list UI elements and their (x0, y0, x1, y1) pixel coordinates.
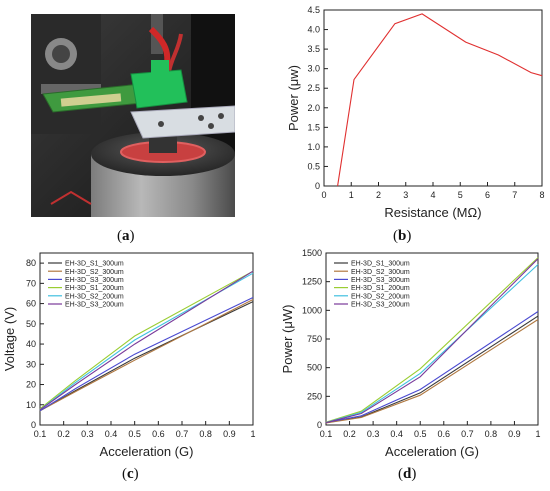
x-tick-label: 0.6 (438, 429, 451, 439)
y-tick-label: 10 (26, 400, 36, 410)
x-tick-label: 1 (250, 429, 255, 439)
x-tick-label: 0.9 (508, 429, 521, 439)
y-tick-label: 3.5 (307, 44, 320, 54)
x-tick-label: 7 (512, 190, 517, 200)
series-line-4 (39, 270, 254, 410)
plot-frame (323, 9, 543, 187)
y-tick-label: 4.0 (307, 25, 320, 35)
legend-entry: EH-3D_S3_300um (351, 277, 410, 284)
x-tick-label: 5 (458, 190, 463, 200)
x-axis-label: Resistance (MΩ) (384, 205, 481, 220)
legend: EH-3D_S1_300umEH-3D_S2_300umEH-3D_S3_300… (334, 261, 410, 309)
y-tick-label: 1500 (302, 248, 322, 258)
y-tick-label: 1.5 (307, 122, 320, 132)
x-tick-label: 0.4 (105, 429, 118, 439)
y-axis-label: Power (μW) (280, 305, 295, 374)
plot-frame (39, 252, 254, 426)
x-tick-label: 0.9 (223, 429, 236, 439)
chart-c: 0.1 0.2 0.3 0.4 0.5 0.6 0.7 0.8 0.9 1010203040506… (2, 252, 256, 459)
x-tick-label: 0.3 (367, 429, 380, 439)
y-tick-label: 30 (26, 359, 36, 369)
x-tick-label: 0.3 (81, 429, 94, 439)
caption-a: (a) (117, 228, 135, 244)
legend-entry: EH-3D_S1_200um (65, 285, 124, 292)
legend-entry: EH-3D_S2_300um (351, 269, 410, 276)
x-tick-label: 1 (349, 190, 354, 200)
x-tick-label: 0.6 (152, 429, 165, 439)
legend-entry: EH-3D_S3_200um (65, 302, 124, 309)
y-tick-label: 80 (26, 258, 36, 268)
y-tick-label: 1000 (302, 305, 322, 315)
legend-entry: EH-3D_S1_200um (351, 285, 410, 292)
legend: EH-3D_S1_300umEH-3D_S2_300umEH-3D_S3_300… (48, 261, 124, 309)
y-tick-label: 0 (31, 420, 36, 430)
y-tick-label: 50 (26, 319, 36, 329)
x-tick-label: 6 (485, 190, 490, 200)
x-tick-label: 0.7 (461, 429, 474, 439)
y-axis-label: Voltage (V) (2, 307, 17, 371)
x-tick-label: 2 (376, 190, 381, 200)
y-tick-label: 40 (26, 339, 36, 349)
series-line-4 (325, 257, 539, 423)
y-tick-label: 500 (307, 363, 322, 373)
y-tick-label: 70 (26, 278, 36, 288)
caption-b: (b) (393, 228, 412, 244)
y-tick-label: 250 (307, 391, 322, 401)
legend-entry: EH-3D_S1_300um (351, 261, 410, 268)
series-line-6 (39, 270, 254, 411)
y-tick-label: 1.0 (307, 142, 320, 152)
legend-entry: EH-3D_S3_200um (351, 302, 410, 309)
x-tick-label: 0.1 (320, 429, 333, 439)
caption-d: (d) (398, 466, 417, 482)
x-tick-label: 0.2 (57, 429, 70, 439)
legend-entry: EH-3D_S2_200um (351, 293, 410, 300)
series-line-5 (39, 272, 254, 411)
y-tick-label: 2.5 (307, 83, 320, 93)
x-tick-label: 4 (430, 190, 435, 200)
legend-entry: EH-3D_S2_300um (65, 269, 124, 276)
x-tick-label: 0.7 (176, 429, 189, 439)
series-line-1 (39, 301, 254, 412)
x-tick-label: 8 (539, 190, 544, 200)
y-tick-label: 20 (26, 380, 36, 390)
x-axis-label: Acceleration (G) (385, 444, 479, 459)
caption-c: (c) (122, 466, 139, 482)
experiment-photo (31, 14, 235, 217)
x-tick-label: 0.5 (128, 429, 141, 439)
y-axis-label: Power (μw) (286, 65, 301, 131)
y-tick-label: 0 (317, 420, 322, 430)
x-tick-label: 0 (321, 190, 326, 200)
y-tick-label: 60 (26, 299, 36, 309)
x-tick-label: 0.4 (390, 429, 403, 439)
x-tick-label: 0.5 (414, 429, 427, 439)
x-tick-label: 0.1 (34, 429, 47, 439)
series-line-3 (325, 311, 539, 424)
legend-entry: EH-3D_S3_300um (65, 277, 124, 284)
series-line-2 (325, 319, 539, 424)
chart-d: 0.1 0.2 0.3 0.4 0.5 0.6 0.7 0.8 0.9 1 0 250 500 750 10… (280, 248, 541, 459)
x-axis-label: Acceleration (G) (100, 444, 194, 459)
x-tick-label: 0.2 (343, 429, 356, 439)
series-line-3 (39, 297, 254, 412)
series-line-1 (337, 13, 543, 187)
y-tick-label: 3.0 (307, 64, 320, 74)
x-tick-label: 3 (403, 190, 408, 200)
y-tick-label: 0 (315, 181, 320, 191)
series-line-5 (325, 264, 539, 424)
legend-entry: EH-3D_S1_300um (65, 261, 124, 268)
y-tick-label: 0.5 (307, 161, 320, 171)
x-tick-label: 0.8 (485, 429, 498, 439)
x-tick-label: 1 (535, 429, 540, 439)
y-tick-label: 1250 (302, 277, 322, 287)
y-tick-label: 750 (307, 334, 322, 344)
series-line-6 (325, 258, 539, 424)
y-tick-label: 4.5 (307, 5, 320, 15)
x-tick-label: 0.8 (199, 429, 212, 439)
y-tick-label: 2.0 (307, 103, 320, 113)
legend-entry: EH-3D_S2_200um (65, 293, 124, 300)
series-line-2 (39, 299, 254, 412)
chart-b: 0 1 2 3 4 5 6 7 8 0 0.5 1.0 1.5 2.0 2.5 3.0 3.5 4.0 4.5 Res… (286, 5, 545, 220)
